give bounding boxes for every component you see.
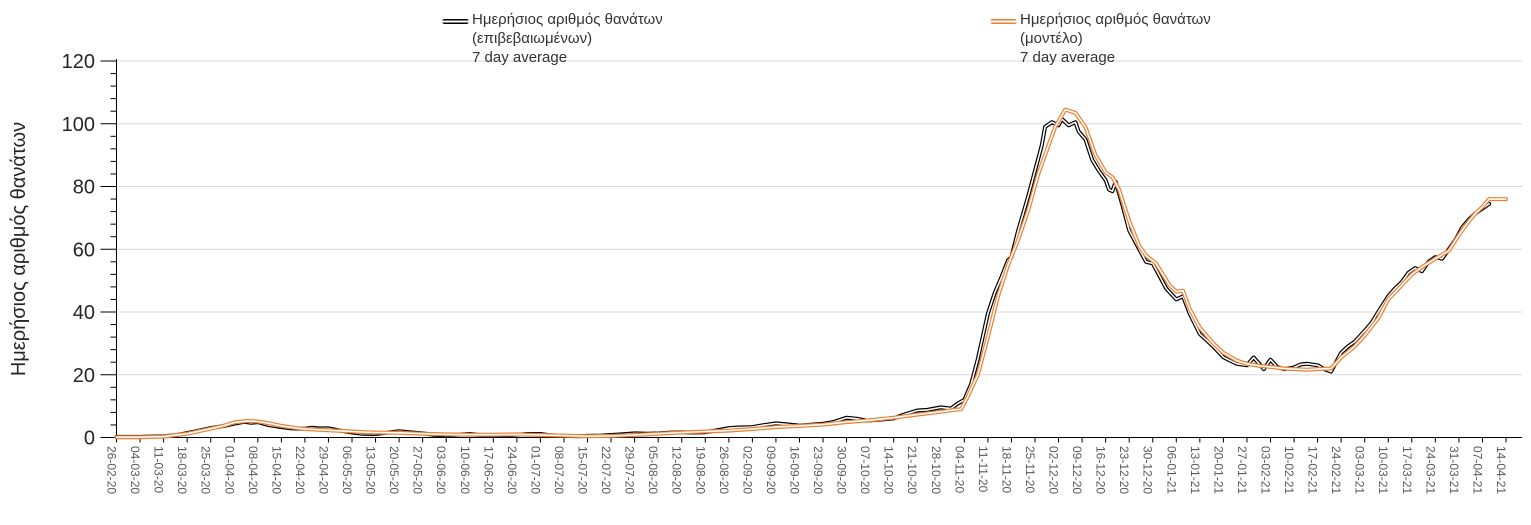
legend-label-confirmed: Ημερήσιος αριθμός θανάτων (επιβεβαιωμένω… <box>472 10 663 67</box>
x-tick-label: 05-08-20 <box>646 446 660 494</box>
x-tick-label: 06-05-20 <box>340 446 354 494</box>
legend-label-model-line1: Ημερήσιος αριθμός θανάτων <box>1020 11 1211 28</box>
series-model <box>114 107 1508 440</box>
x-tick-label: 23-12-20 <box>1117 446 1131 494</box>
x-tick-label: 22-07-20 <box>599 446 613 494</box>
x-tick-label: 10-02-21 <box>1282 446 1296 494</box>
x-tick-label: 24-02-21 <box>1329 446 1343 494</box>
x-tick-label: 14-10-20 <box>882 446 896 494</box>
x-axis <box>116 437 1522 443</box>
x-tick-label: 11-03-20 <box>152 446 166 493</box>
legend-label-confirmed-line1: Ημερήσιος αριθμός θανάτων <box>472 11 663 28</box>
x-tick-label: 20-01-21 <box>1211 446 1225 494</box>
legend-item-model: Ημερήσιος αριθμός θανάτων (μοντέλο) 7 da… <box>990 10 1211 67</box>
legend-label-confirmed-line3: 7 day average <box>472 49 568 66</box>
y-axis-title: Ημερήσιος αριθμός θανάτων <box>8 121 30 377</box>
x-tick-label: 07-10-20 <box>858 446 872 494</box>
x-tick-label: 03-03-21 <box>1353 446 1367 494</box>
y-tick-label: 100 <box>62 114 95 136</box>
x-tick-label: 09-09-20 <box>764 446 778 494</box>
x-tick-label: 04-03-20 <box>128 446 142 494</box>
x-tick-label: 25-03-20 <box>199 446 213 494</box>
x-tick-label: 08-04-20 <box>246 446 260 494</box>
x-tick-label: 27-05-20 <box>411 446 425 494</box>
legend-marker-model-line <box>990 19 1017 24</box>
x-tick-label: 15-07-20 <box>576 446 590 494</box>
x-tick-label: 02-12-20 <box>1047 446 1061 494</box>
x-tick-label: 03-06-20 <box>434 446 448 494</box>
x-tick-label: 06-01-21 <box>1164 446 1178 494</box>
x-tick-label: 08-07-20 <box>552 446 566 494</box>
x-tick-label: 17-03-21 <box>1400 446 1414 494</box>
x-tick-label: 13-05-20 <box>364 446 378 494</box>
legend-marker-confirmed-line <box>442 19 469 24</box>
y-tick-labels: 0 20 40 60 80 100 120 <box>62 51 95 450</box>
y-tick-label: 80 <box>73 177 95 199</box>
x-tick-label: 28-10-20 <box>929 446 943 494</box>
x-tick-label: 12-08-20 <box>670 446 684 494</box>
x-tick-label: 09-12-20 <box>1070 446 1084 494</box>
x-tick-label: 25-11-20 <box>1023 446 1037 493</box>
x-tick-label: 21-10-20 <box>905 446 919 494</box>
x-tick-label: 22-04-20 <box>293 446 307 494</box>
x-tick-label: 18-03-20 <box>175 446 189 494</box>
x-tick-label: 29-07-20 <box>623 446 637 494</box>
x-tick-label: 30-12-20 <box>1141 446 1155 494</box>
x-tick-label: 26-08-20 <box>717 446 731 494</box>
x-tick-label: 02-09-20 <box>740 446 754 494</box>
x-tick-label: 16-09-20 <box>788 446 802 494</box>
x-tick-labels: 26-02-20 04-03-20 11-03-20 18-03-20 25-03-20… <box>105 446 1509 494</box>
x-tick-label: 03-02-21 <box>1259 446 1273 494</box>
x-tick-label: 20-05-20 <box>387 446 401 494</box>
x-tick-label: 10-03-21 <box>1376 446 1390 494</box>
x-tick-label: 04-11-20 <box>952 446 966 493</box>
x-tick-label: 19-08-20 <box>693 446 707 494</box>
y-axis <box>100 59 117 438</box>
y-tick-label: 20 <box>73 365 95 387</box>
x-tick-label: 23-09-20 <box>811 446 825 494</box>
gridlines <box>116 60 1522 376</box>
x-tick-label: 24-06-20 <box>505 446 519 494</box>
series-confirmed <box>114 117 1492 439</box>
y-tick-label: 0 <box>84 428 95 450</box>
x-tick-label: 29-04-20 <box>317 446 331 494</box>
x-tick-label: 13-01-21 <box>1188 446 1202 494</box>
y-tick-label: 40 <box>73 302 95 324</box>
series-tube-core <box>115 108 1507 438</box>
x-tick-label: 26-02-20 <box>105 446 119 494</box>
x-tick-label: 11-11-20 <box>976 446 990 493</box>
x-tick-label: 17-02-21 <box>1306 446 1320 494</box>
x-tick-label: 01-07-20 <box>528 446 542 494</box>
legend-item-confirmed: Ημερήσιος αριθμός θανάτων (επιβεβαιωμένω… <box>442 10 663 67</box>
x-tick-label: 27-01-21 <box>1235 446 1249 494</box>
x-tick-label: 30-09-20 <box>835 446 849 494</box>
x-tick-label: 15-04-20 <box>269 446 283 494</box>
series-confirmed-line <box>114 117 1492 439</box>
legend-label-confirmed-line2: (επιβεβαιωμένων) <box>472 30 593 47</box>
legend-label-model: Ημερήσιος αριθμός θανάτων (μοντέλο) 7 da… <box>1020 10 1211 67</box>
legend-label-model-line3: 7 day average <box>1020 49 1116 66</box>
x-tick-label: 01-04-20 <box>222 446 236 494</box>
x-tick-label: 16-12-20 <box>1094 446 1108 494</box>
y-tick-label: 120 <box>62 51 95 73</box>
x-tick-label: 14-04-21 <box>1494 446 1508 494</box>
legend-label-model-line2: (μοντέλο) <box>1020 30 1083 47</box>
x-tick-label: 17-06-20 <box>481 446 495 494</box>
y-tick-label: 60 <box>73 239 95 261</box>
x-tick-label: 10-06-20 <box>458 446 472 494</box>
x-tick-label: 07-04-21 <box>1470 446 1484 494</box>
series-tube-core <box>115 118 1490 438</box>
x-tick-label: 24-03-21 <box>1423 446 1437 494</box>
x-tick-label: 18-11-20 <box>999 446 1013 493</box>
x-tick-label: 31-03-21 <box>1447 446 1461 494</box>
series-model-line <box>114 107 1508 440</box>
